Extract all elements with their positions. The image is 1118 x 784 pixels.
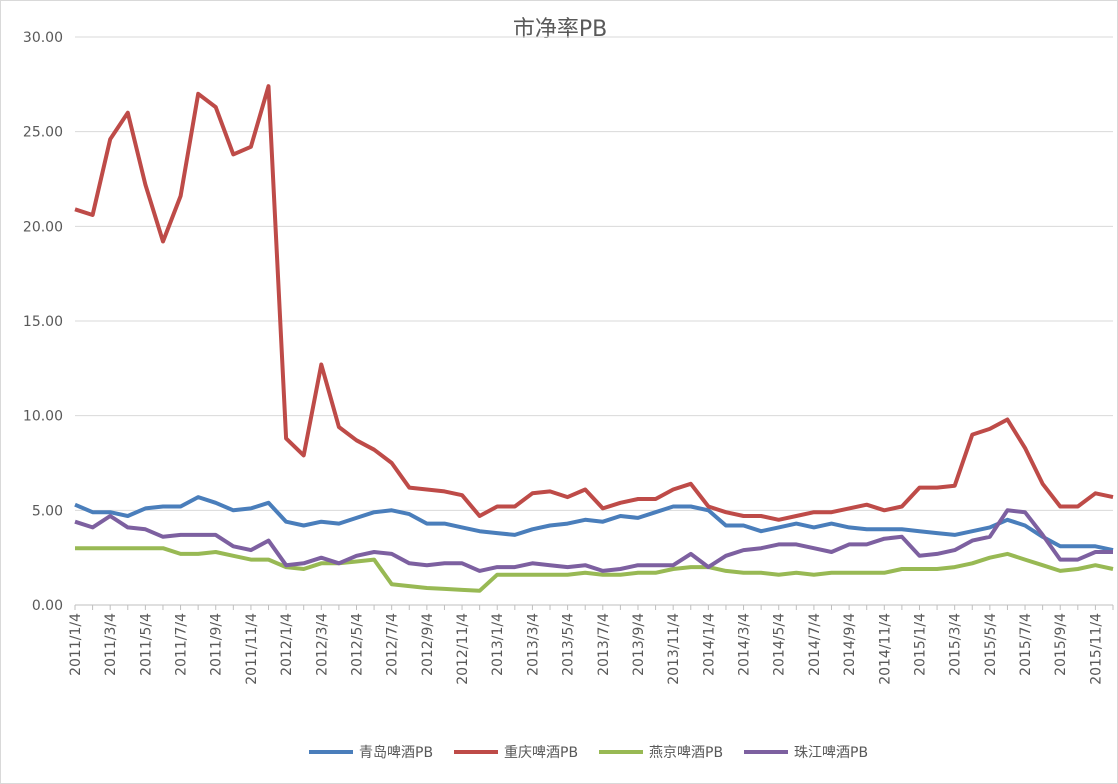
x-tick-label: 2012/5/4: [349, 613, 365, 676]
y-tick-label: 0.00: [32, 598, 63, 614]
x-tick-label: 2012/3/4: [314, 613, 330, 676]
x-tick-label: 2013/1/4: [490, 613, 506, 676]
x-tick-label: 2015/5/4: [983, 613, 999, 676]
legend-label: 重庆啤酒PB: [504, 745, 578, 761]
y-tick-label: 10.00: [23, 409, 63, 425]
x-tick-label: 2014/9/4: [842, 613, 858, 676]
x-tick-label: 2014/7/4: [807, 613, 823, 676]
x-tick-label: 2011/1/4: [68, 613, 84, 676]
series-line: [75, 546, 1114, 593]
x-tick-label: 2012/1/4: [279, 613, 295, 676]
x-tick-label: 2011/7/4: [174, 613, 190, 676]
x-tick-label: 2015/9/4: [1053, 613, 1069, 676]
x-tick-label: 2013/3/4: [525, 613, 541, 676]
x-tick-label: 2014/11/4: [877, 613, 893, 685]
x-tick-label: 2012/11/4: [455, 613, 471, 685]
x-tick-label: 2015/3/4: [948, 613, 964, 676]
x-tick-label: 2015/11/4: [1088, 613, 1104, 685]
x-tick-label: 2013/7/4: [596, 613, 612, 676]
x-tick-label: 2013/5/4: [561, 613, 577, 676]
series-line: [74, 84, 1114, 522]
legend-label: 燕京啤酒PB: [649, 745, 723, 761]
x-tick-label: 2012/7/4: [385, 613, 401, 676]
x-tick-label: 2014/3/4: [737, 613, 753, 676]
legend-label: 青岛啤酒PB: [359, 745, 433, 761]
chart-title: 市净率PB: [513, 17, 607, 42]
y-tick-label: 20.00: [23, 219, 63, 235]
x-tick-label: 2011/3/4: [103, 613, 119, 676]
series-line: [74, 495, 1114, 553]
x-tick-label: 2011/9/4: [209, 613, 225, 676]
y-tick-label: 30.00: [23, 30, 63, 46]
x-tick-label: 2015/1/4: [912, 613, 928, 676]
x-tick-label: 2014/1/4: [701, 613, 717, 676]
x-tick-label: 2015/7/4: [1018, 613, 1034, 676]
x-tick-label: 2011/11/4: [244, 613, 260, 685]
y-tick-label: 25.00: [23, 125, 63, 141]
series-line: [74, 508, 1113, 573]
x-tick-label: 2012/9/4: [420, 613, 436, 676]
x-tick-label: 2014/5/4: [772, 613, 788, 676]
x-tick-label: 2013/11/4: [666, 613, 682, 685]
x-tick-label: 2013/9/4: [631, 613, 647, 676]
x-tick-label: 2011/5/4: [138, 613, 154, 676]
legend-label: 珠江啤酒PB: [794, 745, 868, 761]
y-tick-label: 15.00: [23, 314, 63, 330]
y-tick-label: 5.00: [32, 503, 63, 519]
